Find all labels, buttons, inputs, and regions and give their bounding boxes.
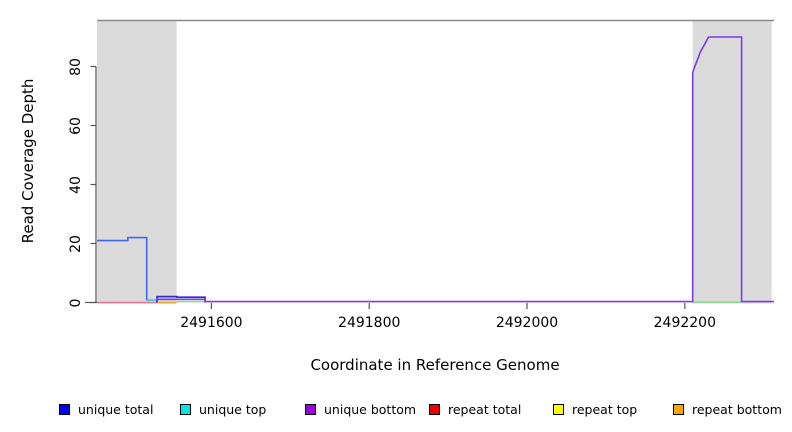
series-line — [157, 36, 774, 303]
x-axis-title: Coordinate in Reference Genome — [310, 356, 560, 374]
legend-label: repeat top — [572, 401, 638, 417]
legend-item-unique-bottom: unique bottom — [305, 399, 416, 419]
repeat-top-swatch-icon — [553, 403, 564, 415]
repeat-total-swatch-icon — [429, 403, 440, 415]
y-tick-label: 20 — [68, 234, 84, 253]
unique-total-swatch-icon — [59, 403, 70, 415]
y-tick-label: 40 — [68, 175, 84, 194]
x-tick-label: 2492000 — [495, 315, 559, 331]
series-line — [97, 236, 148, 301]
legend-label: unique bottom — [324, 401, 417, 417]
y-axis-title: Read Coverage Depth — [19, 78, 37, 244]
legend: unique total unique top unique bottom re… — [0, 399, 792, 421]
y-tick-label: 0 — [68, 298, 84, 307]
unique-top-swatch-icon — [180, 403, 191, 415]
legend-label: unique top — [199, 401, 267, 417]
unique-bottom-swatch-icon — [305, 403, 316, 415]
x-tick-label: 2492200 — [653, 315, 717, 331]
x-tick-label: 2491600 — [180, 315, 243, 331]
series-line — [156, 295, 206, 303]
legend-item-unique-top: unique top — [180, 399, 266, 419]
x-tick-label: 2491800 — [338, 315, 401, 331]
legend-item-repeat-total: repeat total — [429, 399, 521, 419]
repeat-bottom-swatch-icon — [673, 403, 684, 415]
legend-label: repeat bottom — [692, 401, 782, 417]
legend-label: unique total — [78, 401, 154, 417]
y-tick-label: 80 — [68, 57, 84, 76]
legend-item-unique-total: unique total — [59, 399, 153, 419]
y-tick-label: 60 — [68, 116, 84, 135]
shaded-region — [97, 20, 177, 304]
legend-item-repeat-top: repeat top — [553, 399, 637, 419]
shaded-region — [692, 20, 772, 304]
legend-item-repeat-bottom: repeat bottom — [673, 399, 782, 419]
legend-label: repeat total — [448, 401, 522, 417]
